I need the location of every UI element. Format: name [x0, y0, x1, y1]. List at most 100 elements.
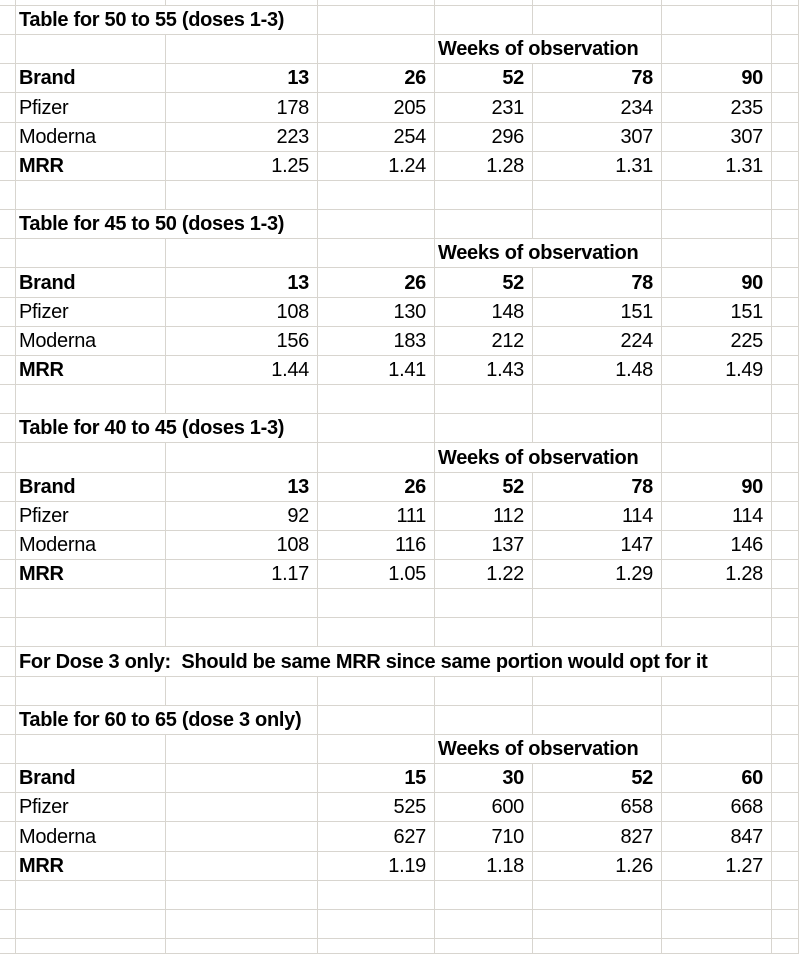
value-cell[interactable]: 205	[318, 93, 435, 123]
cell-right-margin[interactable]	[772, 180, 799, 211]
cell-left-margin[interactable]	[0, 0, 16, 6]
value-cell[interactable]: 137	[435, 530, 533, 560]
cell-empty[interactable]	[318, 734, 435, 765]
cell-right-margin[interactable]	[772, 355, 799, 386]
cell-right-margin[interactable]	[772, 35, 799, 65]
cell-empty[interactable]	[166, 909, 318, 939]
row-label[interactable]: Pfizer	[16, 501, 166, 531]
cell-empty[interactable]	[166, 443, 318, 473]
cell-right-margin[interactable]	[772, 589, 799, 619]
row-label[interactable]: MRR	[16, 559, 166, 590]
cell-empty[interactable]	[318, 414, 435, 444]
column-header-week[interactable]: 90	[662, 268, 772, 298]
cell-empty[interactable]	[16, 443, 166, 473]
cell-empty[interactable]	[318, 180, 435, 211]
cell-empty[interactable]	[435, 880, 533, 910]
cell-right-margin[interactable]	[772, 151, 799, 181]
cell-right-margin[interactable]	[772, 93, 799, 123]
cell-right-margin[interactable]	[772, 210, 799, 240]
value-cell[interactable]: 1.22	[435, 559, 533, 590]
cell-empty[interactable]	[16, 734, 166, 765]
cell-empty[interactable]	[435, 676, 533, 706]
column-header-week[interactable]: 52	[435, 472, 533, 502]
cell-empty[interactable]	[662, 385, 772, 415]
cell-left-margin[interactable]	[0, 180, 16, 211]
value-cell[interactable]: 307	[662, 122, 772, 152]
note-text[interactable]: For Dose 3 only: Should be same MRR sinc…	[16, 647, 772, 677]
value-cell[interactable]: 225	[662, 326, 772, 356]
value-cell[interactable]: 1.31	[533, 151, 662, 181]
weeks-of-observation-label[interactable]: Weeks of observation	[435, 734, 662, 765]
column-header-week[interactable]	[166, 764, 318, 794]
column-header-week[interactable]: 52	[533, 764, 662, 794]
cell-left-margin[interactable]	[0, 268, 16, 298]
value-cell[interactable]: 1.18	[435, 851, 533, 881]
cell-empty[interactable]	[662, 443, 772, 473]
cell-empty[interactable]	[16, 676, 166, 706]
cell-left-margin[interactable]	[0, 64, 16, 94]
cell-empty[interactable]	[533, 0, 662, 6]
value-cell[interactable]: 847	[662, 822, 772, 852]
cell-empty[interactable]	[533, 210, 662, 240]
value-cell[interactable]: 224	[533, 326, 662, 356]
cell-empty[interactable]	[166, 180, 318, 211]
cell-left-margin[interactable]	[0, 414, 16, 444]
value-cell[interactable]: 525	[318, 793, 435, 823]
value-cell[interactable]: 151	[662, 297, 772, 327]
cell-right-margin[interactable]	[772, 705, 799, 735]
cell-empty[interactable]	[435, 210, 533, 240]
value-cell[interactable]: 254	[318, 122, 435, 152]
value-cell[interactable]: 1.43	[435, 355, 533, 386]
cell-right-margin[interactable]	[772, 268, 799, 298]
value-cell[interactable]: 1.27	[662, 851, 772, 881]
cell-empty[interactable]	[166, 618, 318, 648]
cell-left-margin[interactable]	[0, 326, 16, 356]
cell-empty[interactable]	[318, 0, 435, 6]
cell-left-margin[interactable]	[0, 385, 16, 415]
value-cell[interactable]: 627	[318, 822, 435, 852]
column-header-week[interactable]: 13	[166, 268, 318, 298]
cell-right-margin[interactable]	[772, 647, 799, 677]
column-header-week[interactable]: 13	[166, 472, 318, 502]
value-cell[interactable]: 235	[662, 93, 772, 123]
cell-empty[interactable]	[662, 239, 772, 269]
row-label[interactable]: Moderna	[16, 530, 166, 560]
cell-right-margin[interactable]	[772, 472, 799, 502]
cell-left-margin[interactable]	[0, 297, 16, 327]
value-cell[interactable]	[166, 851, 318, 881]
cell-empty[interactable]	[435, 909, 533, 939]
cell-right-margin[interactable]	[772, 443, 799, 473]
value-cell[interactable]: 600	[435, 793, 533, 823]
cell-right-margin[interactable]	[772, 909, 799, 939]
cell-left-margin[interactable]	[0, 559, 16, 590]
value-cell[interactable]: 212	[435, 326, 533, 356]
value-cell[interactable]: 111	[318, 501, 435, 531]
cell-empty[interactable]	[16, 35, 166, 65]
cell-left-margin[interactable]	[0, 647, 16, 677]
cell-right-margin[interactable]	[772, 880, 799, 910]
value-cell[interactable]: 108	[166, 297, 318, 327]
cell-empty[interactable]	[533, 6, 662, 36]
cell-right-margin[interactable]	[772, 676, 799, 706]
value-cell[interactable]: 1.29	[533, 559, 662, 590]
cell-empty[interactable]	[662, 618, 772, 648]
cell-left-margin[interactable]	[0, 35, 16, 65]
value-cell[interactable]: 1.28	[435, 151, 533, 181]
cell-left-margin[interactable]	[0, 530, 16, 560]
cell-left-margin[interactable]	[0, 501, 16, 531]
cell-right-margin[interactable]	[772, 734, 799, 765]
cell-empty[interactable]	[318, 705, 435, 735]
row-label[interactable]: Pfizer	[16, 297, 166, 327]
cell-right-margin[interactable]	[772, 501, 799, 531]
cell-left-margin[interactable]	[0, 705, 16, 735]
value-cell[interactable]: 234	[533, 93, 662, 123]
value-cell[interactable]: 114	[533, 501, 662, 531]
cell-empty[interactable]	[16, 0, 166, 6]
cell-right-margin[interactable]	[772, 822, 799, 852]
cell-empty[interactable]	[318, 35, 435, 65]
row-label[interactable]: Pfizer	[16, 793, 166, 823]
cell-right-margin[interactable]	[772, 64, 799, 94]
cell-empty[interactable]	[533, 676, 662, 706]
cell-empty[interactable]	[662, 0, 772, 6]
cell-empty[interactable]	[533, 618, 662, 648]
